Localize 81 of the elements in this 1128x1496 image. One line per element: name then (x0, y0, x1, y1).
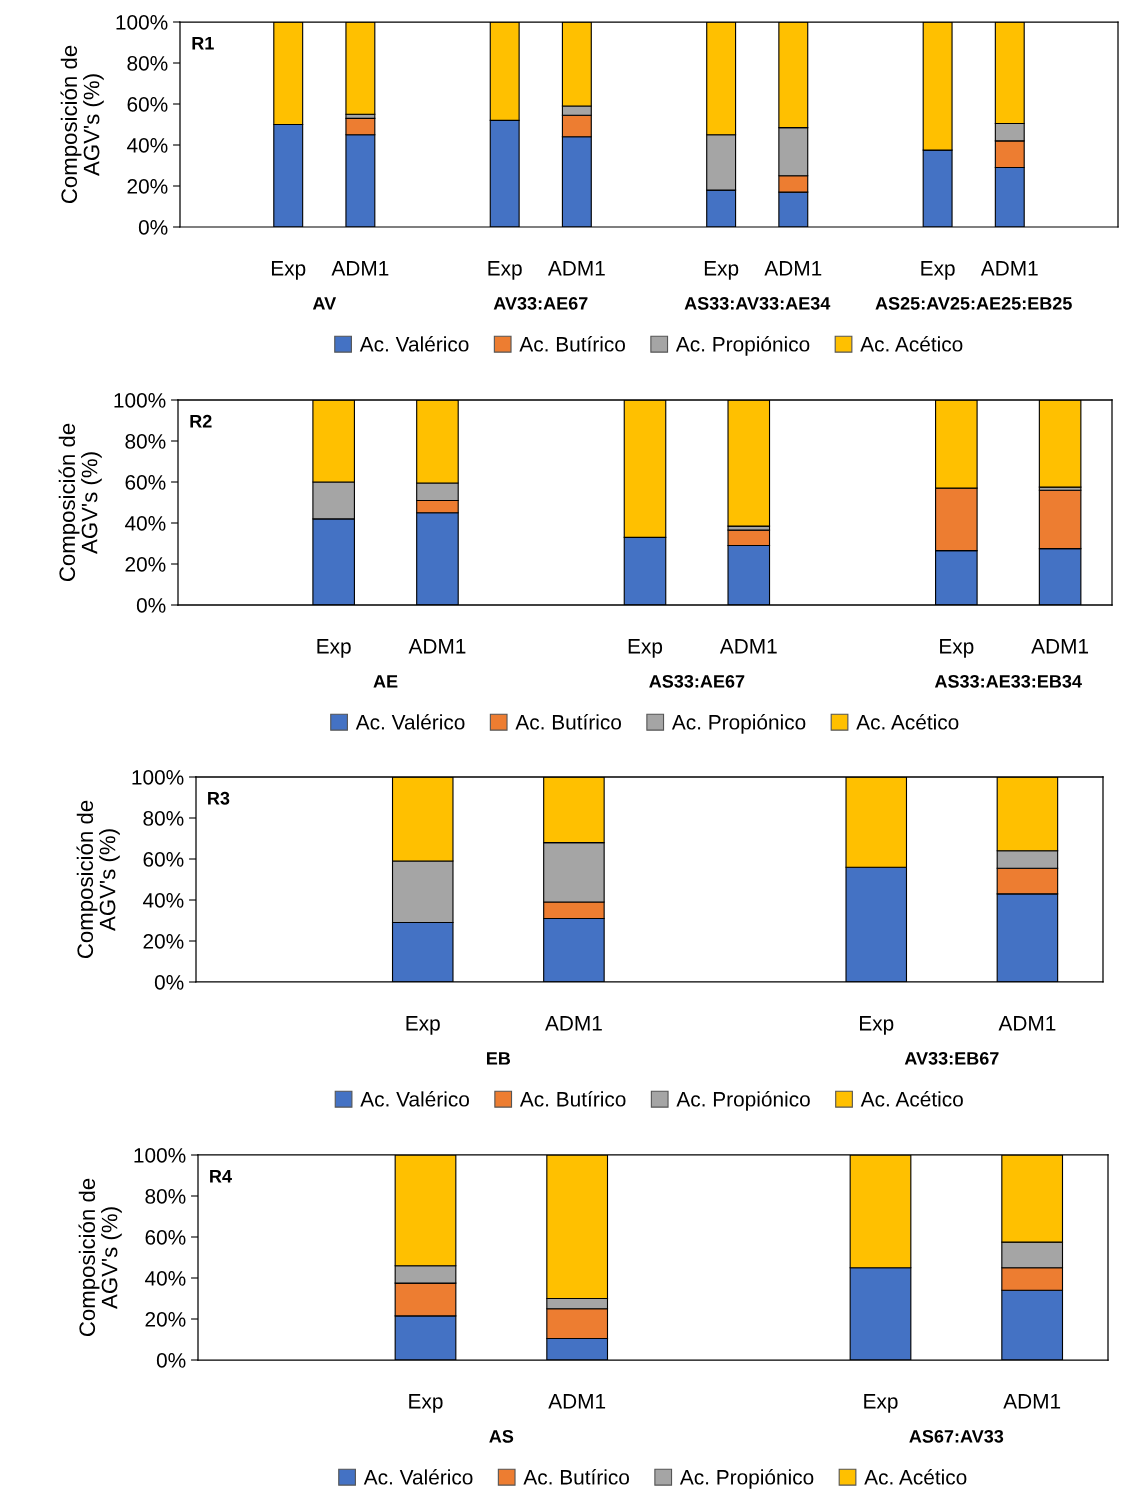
y-tick-label: 60% (127, 97, 168, 112)
y-axis-title: Composición de AGV's (%) (76, 800, 120, 959)
x-tick-label: ADM1 (998, 1016, 1056, 1031)
text: AS33:AV33:AE34 (684, 296, 831, 310)
x-tick-label: ADM1 (719, 639, 777, 654)
legend-label: Ac. Butírico (515, 714, 621, 730)
y-tick-label: 100% (114, 393, 166, 408)
y-tick-label: 60% (125, 475, 166, 490)
y-tick-label: 80% (127, 56, 168, 71)
y-tick-label: 40% (124, 516, 166, 531)
legend-label: Ac. Propiónico (675, 336, 810, 356)
legend-label: Ac. Acético (864, 1469, 967, 1485)
x-tick-label: ADM1 (1003, 1394, 1061, 1409)
y-tick-label: 0% (156, 1353, 186, 1368)
y-tick-label: 80% (125, 434, 166, 449)
x-tick-label: Exp (317, 639, 351, 658)
text: R3 (208, 791, 230, 805)
y-axis-title: Composición de AGV's (%) (58, 423, 102, 582)
text: AS33:AE33:EB34 (934, 674, 1082, 688)
legend-label: Ac. Valérico (363, 1469, 473, 1485)
y-tick-label: 0% (138, 220, 168, 235)
x-tick-label: Exp (921, 261, 955, 280)
x-tick-label: ADM1 (764, 261, 822, 276)
legend-label: Ac. Butírico (519, 336, 625, 352)
legend-label: Ac. Valérico (355, 714, 465, 730)
y-axis-title: Composición de AGV's (%) (60, 45, 104, 204)
text: AS33:AE67 (649, 674, 745, 688)
y-tick-label: 20% (145, 1312, 186, 1327)
x-tick-label: Exp (940, 639, 974, 658)
legend-label: Ac. Valérico (359, 336, 469, 352)
x-tick-label: ADM1 (548, 1394, 606, 1409)
legend-label: Ac. Propiónico (676, 1091, 810, 1111)
y-tick-label: 0% (136, 598, 166, 613)
text: EB (487, 1052, 511, 1065)
y-tick-label: 100% (134, 1148, 186, 1163)
y-axis-title: Composición de AGV's (%) (78, 1178, 122, 1337)
x-tick-label: Exp (864, 1394, 898, 1413)
y-tick-label: 100% (116, 15, 168, 30)
y-tick-label: 60% (145, 1230, 186, 1245)
text: R1 (192, 37, 214, 50)
legend-label: Ac. Propiónico (679, 1469, 814, 1489)
y-tick-label: 80% (143, 811, 184, 826)
text: AS67:AV33 (909, 1429, 1004, 1443)
x-tick-label: ADM1 (408, 639, 466, 654)
y-tick-label: 100% (132, 770, 184, 785)
x-tick-label: ADM1 (331, 261, 389, 276)
text: AE (373, 675, 398, 688)
y-tick-label: 40% (144, 1271, 186, 1286)
text: AV (312, 297, 337, 310)
y-tick-label: 20% (143, 934, 184, 949)
legend-label: Ac. Butírico (523, 1469, 629, 1485)
text: AS (489, 1429, 514, 1443)
text: AV33:EB67 (904, 1051, 999, 1065)
y-tick-label: 80% (145, 1189, 186, 1204)
y-tick-label: 0% (154, 975, 184, 990)
x-tick-label: Exp (488, 261, 522, 280)
y-tick-label: 40% (142, 893, 184, 908)
x-tick-label: ADM1 (980, 261, 1038, 276)
x-tick-label: Exp (409, 1394, 443, 1413)
x-tick-label: ADM1 (1031, 639, 1089, 654)
legend-label: Ac. Valérico (360, 1091, 469, 1107)
text: R2 (190, 414, 212, 428)
x-tick-label: Exp (628, 639, 663, 658)
legend-label: Ac. Acético (860, 1091, 963, 1107)
x-tick-label: Exp (271, 261, 306, 280)
text: AS25:AV25:AE25:EB25 (875, 296, 1072, 310)
text: R4 (210, 1170, 232, 1183)
legend-label: Ac. Acético (860, 336, 963, 352)
x-tick-label: ADM1 (547, 261, 605, 276)
x-tick-label: Exp (860, 1016, 894, 1035)
x-tick-label: Exp (704, 261, 739, 280)
legend-label: Ac. Propiónico (671, 714, 806, 734)
x-tick-label: ADM1 (545, 1016, 602, 1031)
y-tick-label: 20% (127, 179, 168, 194)
legend-label: Ac. Acético (856, 714, 959, 730)
y-tick-label: 60% (143, 852, 184, 867)
y-tick-label: 20% (125, 557, 166, 572)
legend-label: Ac. Butírico (519, 1091, 626, 1107)
y-tick-label: 40% (126, 138, 168, 153)
x-tick-label: Exp (406, 1016, 440, 1035)
text: AV33:AE67 (493, 296, 588, 310)
